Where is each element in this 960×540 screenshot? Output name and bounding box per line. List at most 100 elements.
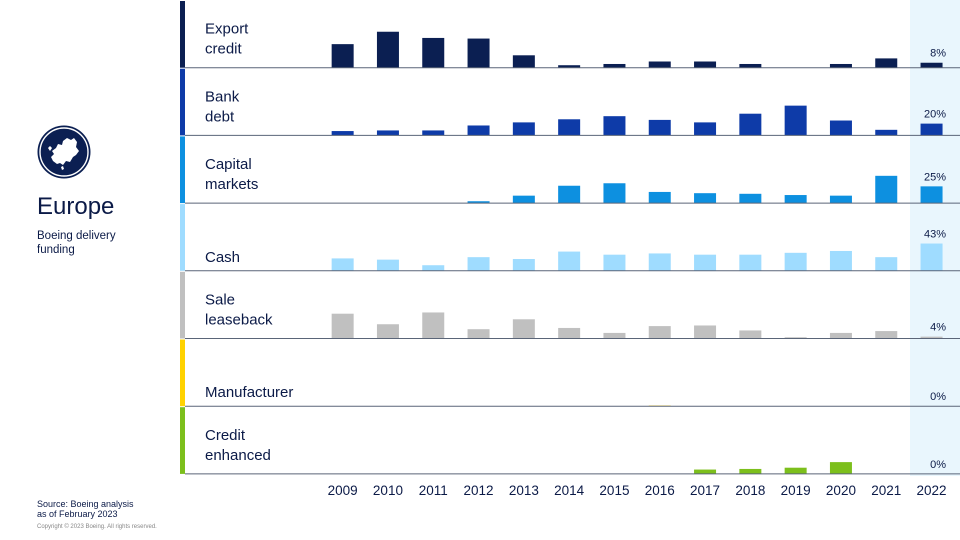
source-note: Source: Boeing analysis as of February 2… <box>37 499 167 519</box>
x-axis-labels: 2009 2010 2011 2012 2013 2014 2015 2016 2017 2018… <box>328 483 947 498</box>
row-label: credit <box>205 41 243 58</box>
bar-export-credit-2009 <box>331 44 354 68</box>
highlight-column-2022 <box>910 0 960 476</box>
year-label-2021: 2021 <box>871 483 901 498</box>
year-label-2022: 2022 <box>917 483 947 498</box>
bar-sale-leaseback-2013 <box>512 319 535 339</box>
bar-capital-markets-2019 <box>784 195 807 204</box>
bar-export-credit-2014 <box>558 65 581 68</box>
bar-export-credit-2018 <box>739 63 762 68</box>
bar-export-credit-2013 <box>512 55 535 68</box>
year-label-2010: 2010 <box>373 483 403 498</box>
pct-label-2022: 43% <box>924 229 946 241</box>
year-label-2012: 2012 <box>464 483 494 498</box>
bar-bank-debt-2018 <box>739 113 762 136</box>
row-label: debt <box>205 108 235 125</box>
source-line: Source: Boeing analysis <box>37 499 134 509</box>
pct-label-2022: 0% <box>930 391 946 403</box>
bar-capital-markets-2021 <box>875 175 898 204</box>
bar-cash-2020 <box>829 250 852 271</box>
year-label-2018: 2018 <box>735 483 765 498</box>
bar-capital-markets-2013 <box>512 195 535 204</box>
bar-cash-2017 <box>694 254 717 271</box>
bar-bank-debt-2011 <box>422 130 445 136</box>
row-color-strip <box>180 136 185 204</box>
bar-export-credit-2012 <box>467 38 490 68</box>
region-subtitle-line: funding <box>37 244 75 256</box>
bar-export-credit-2017 <box>694 61 717 68</box>
row-label: Cash <box>205 249 240 266</box>
row-credit-enhanced: Credit enhanced 0% <box>180 407 960 475</box>
row-color-strip <box>180 339 185 407</box>
bar-bank-debt-2012 <box>467 125 490 136</box>
bar-sale-leaseback-2017 <box>694 325 717 339</box>
bar-cash-2018 <box>739 254 762 271</box>
bar-export-credit-2016 <box>648 61 671 68</box>
bar-bank-debt-2009 <box>331 131 354 136</box>
bar-cash-2012 <box>467 257 490 271</box>
chart-rows: Export credit 8% Bank debt 20% Capital markets 2… <box>180 1 960 475</box>
bar-cash-2019 <box>784 252 807 271</box>
bar-sale-leaseback-2022 <box>920 336 943 339</box>
copyright-note: Copyright © 2023 Boeing. All rights rese… <box>37 524 157 530</box>
bar-credit-enhanced-2019 <box>784 467 807 474</box>
row-label: Capital <box>205 156 252 173</box>
year-label-2011: 2011 <box>419 483 448 498</box>
bar-sale-leaseback-2015 <box>603 332 626 339</box>
bar-export-credit-2015 <box>603 63 626 68</box>
europe-globe-icon <box>37 125 91 179</box>
bar-sale-leaseback-2012 <box>467 329 490 339</box>
bar-capital-markets-2022 <box>920 186 943 204</box>
year-label-2017: 2017 <box>690 483 720 498</box>
row-label: Export <box>205 21 249 38</box>
bar-cash-2009 <box>331 258 354 271</box>
bar-sale-leaseback-2021 <box>875 331 898 339</box>
bar-export-credit-2020 <box>829 63 852 68</box>
left-panel: Europe Boeing delivery funding Source: B… <box>0 0 180 540</box>
bar-cash-2013 <box>512 259 535 271</box>
bar-cash-2021 <box>875 257 898 271</box>
pct-label-2022: 4% <box>930 322 946 334</box>
bar-sale-leaseback-2018 <box>739 330 762 339</box>
row-capital-markets: Capital markets 25% <box>180 136 960 204</box>
row-label: enhanced <box>205 447 271 464</box>
bar-sale-leaseback-2020 <box>829 332 852 339</box>
year-label-2016: 2016 <box>645 483 675 498</box>
bar-capital-markets-2015 <box>603 183 626 204</box>
row-color-strip <box>180 407 185 474</box>
row-label: Sale <box>205 292 235 309</box>
pct-label-2022: 0% <box>930 459 946 471</box>
row-label: leaseback <box>205 312 273 329</box>
bar-bank-debt-2017 <box>694 122 717 136</box>
row-label: Credit <box>205 427 246 444</box>
bar-capital-markets-2014 <box>558 185 581 204</box>
row-label: markets <box>205 176 258 193</box>
region-title: Europe <box>37 193 115 220</box>
row-bank-debt: Bank debt 20% <box>180 68 960 136</box>
bar-bank-debt-2021 <box>875 129 898 136</box>
row-color-strip <box>180 1 185 68</box>
bar-credit-enhanced-2017 <box>694 469 717 474</box>
bar-sale-leaseback-2016 <box>648 326 671 339</box>
bar-credit-enhanced-2020 <box>829 462 852 474</box>
bar-export-credit-2010 <box>376 31 399 68</box>
bar-bank-debt-2015 <box>603 116 626 136</box>
bar-sale-leaseback-2010 <box>376 324 399 339</box>
bar-cash-2016 <box>648 253 671 271</box>
pct-label-2022: 8% <box>930 48 946 60</box>
row-label: Bank <box>205 88 240 105</box>
bar-export-credit-2021 <box>875 58 898 68</box>
bar-capital-markets-2016 <box>648 191 671 204</box>
row-export-credit: Export credit 8% <box>180 1 960 69</box>
region-subtitle: Boeing delivery funding <box>37 229 167 257</box>
row-color-strip <box>180 204 185 271</box>
bar-bank-debt-2013 <box>512 122 535 136</box>
row-manufacturer: Manufacturer 0% <box>180 339 960 407</box>
region-subtitle-line: Boeing delivery <box>37 230 116 242</box>
bar-cash-2022 <box>920 243 943 271</box>
bar-capital-markets-2012 <box>467 201 490 204</box>
bar-capital-markets-2017 <box>694 193 717 204</box>
bar-export-credit-2011 <box>422 37 445 68</box>
year-label-2013: 2013 <box>509 483 539 498</box>
bar-bank-debt-2010 <box>376 130 399 136</box>
